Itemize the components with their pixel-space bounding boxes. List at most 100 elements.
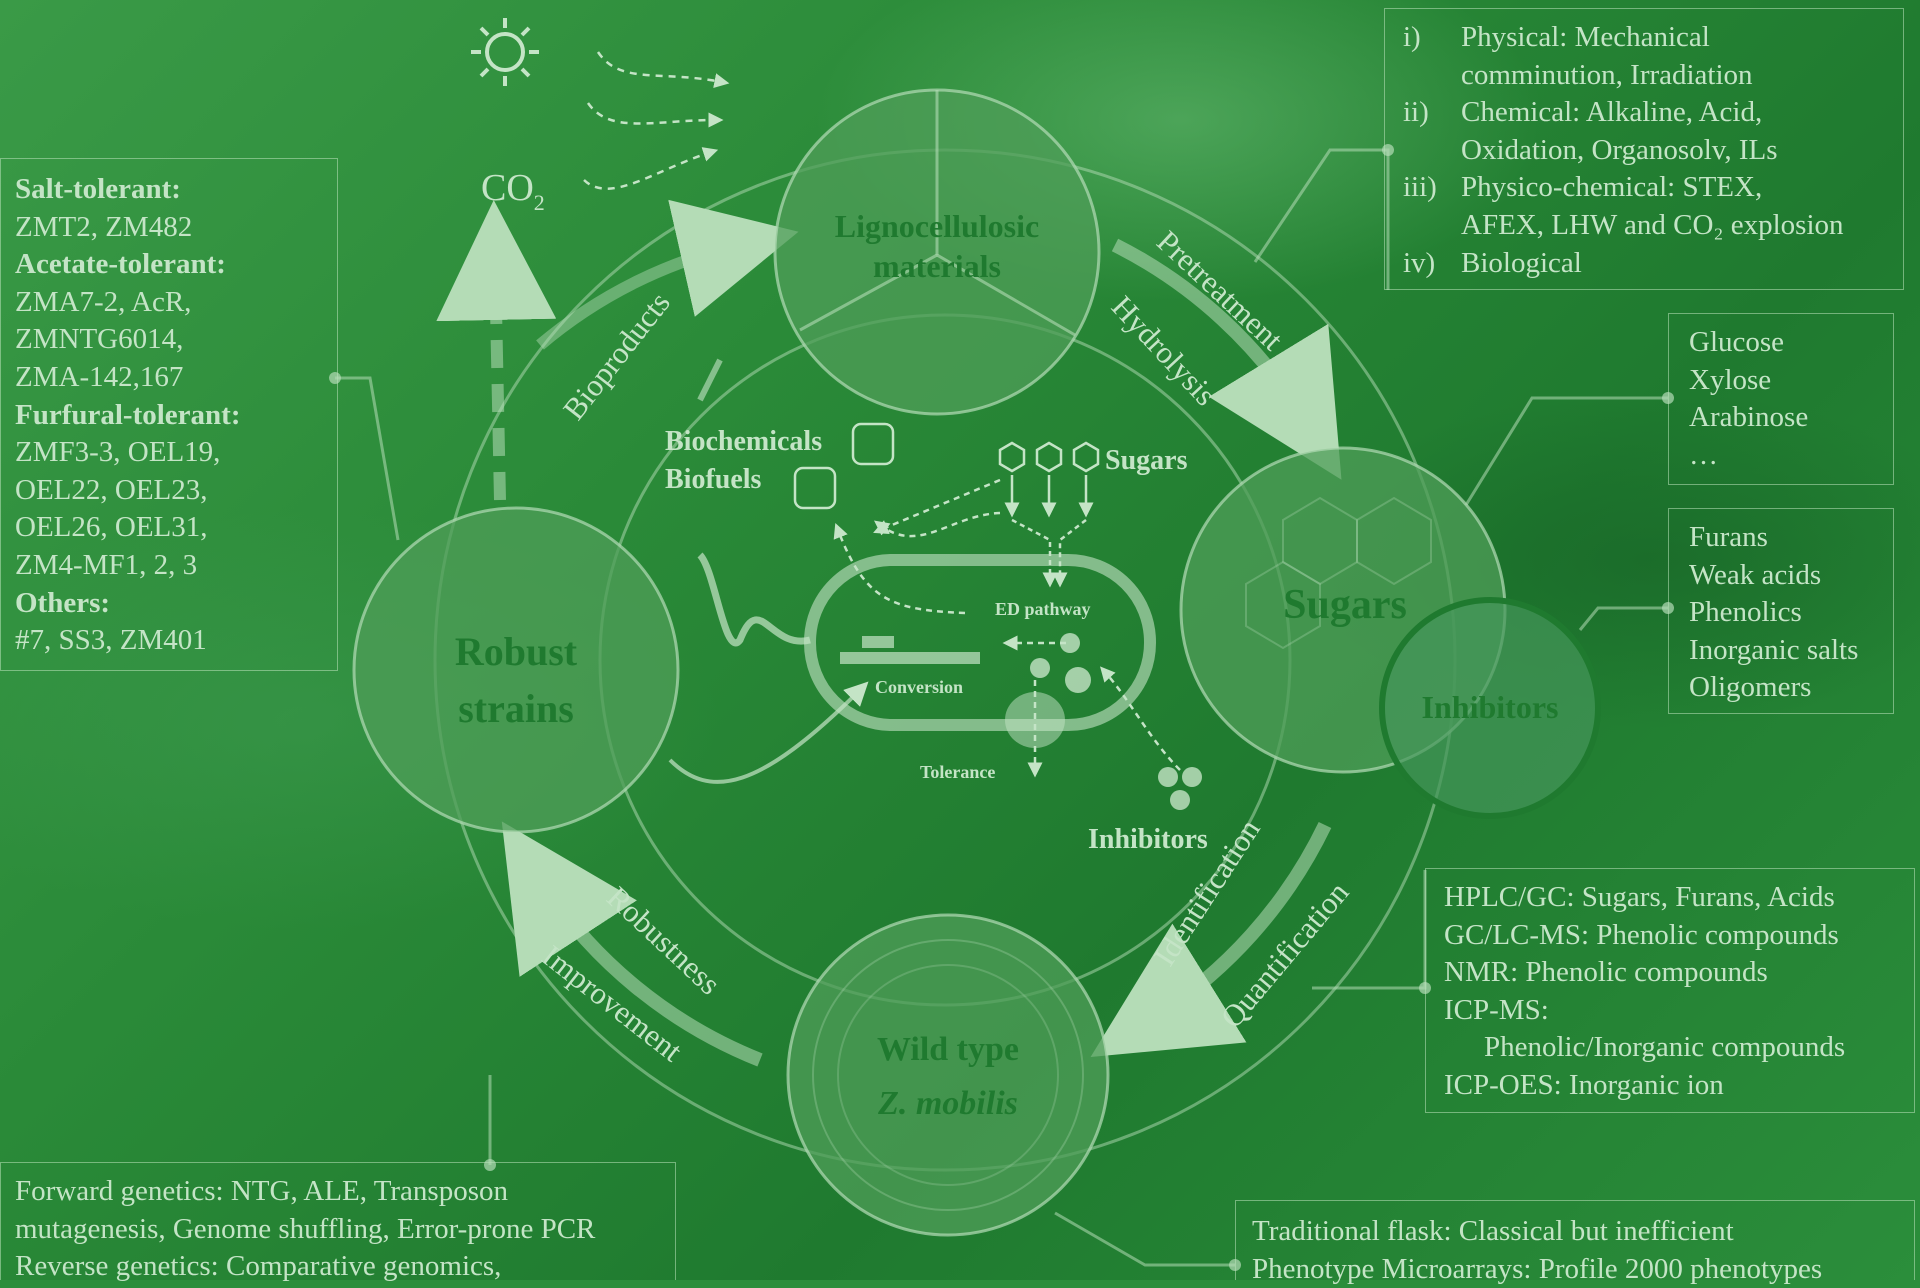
screening-method: Traditional flask: xyxy=(1252,1215,1452,1247)
analysis-line: ICP-MS: xyxy=(1444,992,1914,1030)
pretreatment-number: ii) xyxy=(1403,96,1429,129)
strain-item: OEL26, OEL31, xyxy=(15,511,208,544)
inhibitors-list-box: Furans Weak acids Phenolics Inorganic salts… xyxy=(1668,508,1894,714)
analysis-line: GC/LC-MS: Phenolic compounds xyxy=(1444,917,1914,955)
strain-item: ZMNTG6014, xyxy=(15,323,184,356)
screening-description: Classical but inefficient xyxy=(1451,1215,1734,1247)
analysis-target: Inorganic ion xyxy=(1561,1068,1724,1101)
quantification-arrow xyxy=(1090,821,1332,1058)
analysis-methods-box: HPLC/GC: Sugars, Furans, Acids GC/LC-MS: … xyxy=(1425,868,1915,1113)
analysis-method: ICP-OES: xyxy=(1444,1068,1562,1101)
genetics-line: Reverse genetics: Comparative genomics, xyxy=(15,1248,675,1286)
wild-type-line2: Z. mobilis xyxy=(877,1085,1018,1122)
airflow-lines xyxy=(583,51,730,190)
biofuels-label: Biofuels xyxy=(665,464,762,495)
analysis-target: Sugars, Furans, Acids xyxy=(1574,881,1835,913)
pretreatment-detail: AFEX, LHW and CO₂ explosion xyxy=(1461,208,1844,241)
sugars-list-box: Glucose Xylose Arabinose… xyxy=(1668,313,1894,485)
analysis-target: Phenolic compounds xyxy=(1589,918,1839,951)
pretreatment-detail: Mechanical xyxy=(1567,21,1710,53)
genetics-techniques: Comparative genomics, xyxy=(218,1250,502,1283)
pretreatment-detail: comminution, Irradiation xyxy=(1461,58,1753,91)
strain-category: Furfural-tolerant: xyxy=(15,398,241,431)
analysis-method: NMR: xyxy=(1444,956,1519,989)
wild-type-node xyxy=(786,913,1110,1237)
ed-pathway-label: ED pathway xyxy=(995,599,1091,619)
biochemicals-label: Biochemicals xyxy=(665,426,822,457)
pretreatment-number: i) xyxy=(1403,21,1421,53)
pretreatment-methods-box: i) Physical: Mechanical comminution, Irrad… xyxy=(1384,8,1904,290)
pretreatment-line: Oxidation, Organosolv, ILs xyxy=(1403,132,1887,170)
analysis-line: HPLC/GC: Sugars, Furans, Acids xyxy=(1444,879,1914,917)
genetics-line: Forward genetics: NTG, ALE, Transposon xyxy=(15,1173,675,1211)
pretreatment-number: iv) xyxy=(1403,246,1436,279)
analysis-method: ICP-MS: xyxy=(1444,993,1549,1026)
strain-item: ZMA-142,167 xyxy=(15,360,184,393)
sugar-item: Xylose xyxy=(1689,363,1772,396)
pretreatment-number: iii) xyxy=(1403,171,1437,204)
pretreatment-line: iii) Physico-chemical: STEX, xyxy=(1403,169,1887,207)
lignocellulosic-line2: materials xyxy=(873,248,1001,284)
cell-icon xyxy=(804,554,1156,748)
inhibitor-item: Furans xyxy=(1689,521,1768,553)
center-sugars-label: Sugars xyxy=(1105,445,1188,476)
strain-item: OEL22, OEL23, xyxy=(15,473,208,506)
screening-line: Phenotype Microarrays: Profile 2000 phen… xyxy=(1252,1251,1914,1288)
robust-strains-node xyxy=(352,506,680,834)
robust-line1: Robust xyxy=(455,629,578,674)
robust-line2: strains xyxy=(458,686,574,731)
sugar-item: … xyxy=(1689,438,1718,471)
strain-item: #7, SS3, ZM401 xyxy=(15,624,207,657)
analysis-line: Phenolic/Inorganic compounds xyxy=(1444,1029,1914,1067)
pretreatment-detail: STEX, xyxy=(1675,171,1763,204)
pretreatment-detail: Alkaline, Acid, xyxy=(1580,96,1763,129)
analysis-method: HPLC/GC: xyxy=(1444,881,1575,913)
inhibitor-dot-icon xyxy=(1158,767,1202,810)
strain-category: Salt-tolerant: xyxy=(15,173,181,205)
sugar-item: Arabinose xyxy=(1689,401,1809,434)
genetics-approach: Forward genetics: xyxy=(15,1175,224,1207)
co2-dashed-arrow xyxy=(436,200,557,501)
inhibitors-node-label: Inhibitors xyxy=(1422,689,1559,725)
lignocellulosic-node xyxy=(773,88,1101,416)
sugars-node-label: Sugars xyxy=(1283,582,1407,628)
analysis-line: ICP-OES: Inorganic ion xyxy=(1444,1067,1914,1105)
pretreatment-category: Physical: xyxy=(1461,21,1568,53)
genetics-methods-box: Forward genetics: NTG, ALE, Transposon mu… xyxy=(0,1162,676,1282)
tolerance-label: Tolerance xyxy=(920,762,995,782)
inhibitor-item: Inorganic salts xyxy=(1689,633,1859,666)
conversion-label: Conversion xyxy=(875,677,963,697)
analysis-line: NMR: Phenolic compounds xyxy=(1444,954,1914,992)
co2-label: CO2 xyxy=(481,167,545,215)
lignocellulosic-line1: Lignocellulosic xyxy=(835,208,1039,244)
bioproducts-arrow xyxy=(536,199,799,350)
strain-item: ZM4-MF1, 2, 3 xyxy=(15,548,198,581)
pretreatment-category: Chemical: xyxy=(1461,96,1581,129)
strain-item: ZMF3-3, OEL19, xyxy=(15,436,221,469)
screening-line: Traditional flask: Classical but ineffic… xyxy=(1252,1213,1914,1251)
genetics-techniques: mutagenesis, Genome shuffling, Error-pro… xyxy=(15,1212,596,1245)
robustness-label: Robustness xyxy=(600,880,727,1002)
strains-list-box: Salt-tolerant: ZMT2, ZM482 Acetate-toleran… xyxy=(0,158,338,671)
flagellum-icon xyxy=(697,552,811,647)
hexagon-sugar-icon xyxy=(998,441,1100,473)
screening-methods-box: Traditional flask: Classical but ineffic… xyxy=(1235,1200,1915,1285)
center-flow-arrows xyxy=(833,478,1181,778)
return-arrow xyxy=(668,681,869,784)
pretreatment-arrow xyxy=(1111,238,1342,480)
pretreatment-line: iv) Biological xyxy=(1403,245,1887,283)
analysis-target: Phenolic compounds xyxy=(1518,956,1768,989)
screening-description: Profile 2000 phenotypes xyxy=(1531,1252,1823,1285)
analysis-target: Phenolic/Inorganic compounds xyxy=(1484,1031,1846,1064)
genetics-techniques: NTG, ALE, Transposon xyxy=(223,1175,508,1207)
sun-icon xyxy=(471,18,539,86)
center-inhibitors-label: Inhibitors xyxy=(1088,824,1208,855)
bioproduct-icon xyxy=(793,422,895,510)
pretreatment-category: Physico-chemical: xyxy=(1461,171,1676,204)
pretreatment-line: AFEX, LHW and CO₂ explosion xyxy=(1403,207,1887,245)
screening-method: Phenotype Microarrays: xyxy=(1252,1252,1532,1285)
inhibitor-item: Phenolics xyxy=(1689,596,1802,629)
pretreatment-line: ii) Chemical: Alkaline, Acid, xyxy=(1403,94,1887,132)
sugar-down-arrows xyxy=(1004,475,1094,588)
